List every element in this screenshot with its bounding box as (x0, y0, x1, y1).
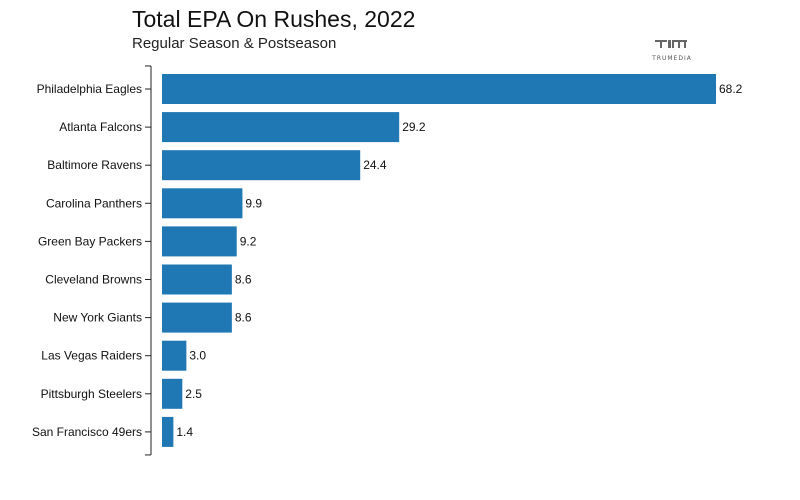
bar (162, 188, 243, 219)
bar (162, 340, 187, 371)
value-label: 68.2 (719, 82, 743, 96)
value-label: 3.0 (189, 349, 206, 363)
value-label: 9.9 (245, 196, 262, 210)
bar (162, 378, 183, 409)
trumedia-logo: TRUMEDIA (648, 36, 696, 62)
category-label: Las Vegas Raiders (41, 349, 142, 363)
trumedia-logo-icon (655, 40, 687, 48)
category-label: Philadelphia Eagles (37, 82, 142, 96)
bar (162, 226, 237, 257)
bar (162, 112, 400, 143)
category-label: Carolina Panthers (46, 196, 142, 210)
value-label: 2.5 (185, 387, 202, 401)
category-label: Atlanta Falcons (59, 120, 142, 134)
category-label: New York Giants (53, 311, 142, 325)
value-label: 8.6 (235, 311, 252, 325)
logo-text: TRUMEDIA (652, 55, 692, 62)
category-label: San Francisco 49ers (32, 425, 142, 439)
value-label: 1.4 (176, 425, 193, 439)
category-label: Green Bay Packers (38, 234, 142, 248)
value-label: 29.2 (402, 120, 426, 134)
value-label: 8.6 (235, 273, 252, 287)
bar (162, 74, 716, 104)
category-label: Pittsburgh Steelers (41, 387, 142, 401)
category-label: Cleveland Browns (45, 273, 142, 287)
chart-subtitle: Regular Season & Postseason (132, 35, 337, 52)
bar (162, 150, 361, 181)
bar (162, 416, 174, 447)
value-label: 9.2 (240, 234, 257, 248)
bar (162, 264, 232, 295)
category-label: Baltimore Ravens (47, 158, 142, 172)
bar (162, 302, 232, 333)
value-label: 24.4 (363, 158, 387, 172)
chart-title: Total EPA On Rushes, 2022 (132, 6, 416, 32)
